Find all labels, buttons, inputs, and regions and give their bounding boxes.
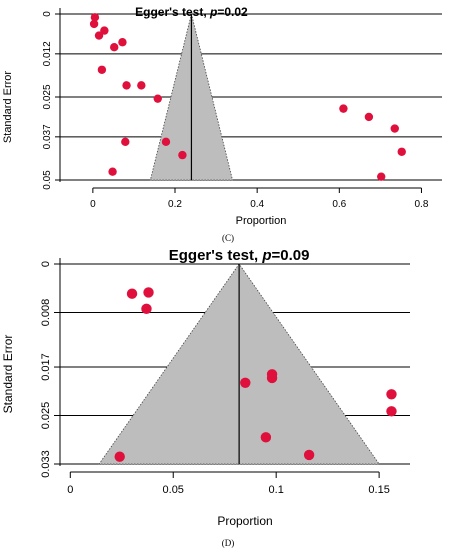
- study-point: [137, 81, 146, 90]
- y-tick-label: 0: [42, 11, 53, 17]
- x-tick-label: 0.2: [168, 199, 182, 210]
- x-tick-label: 0.4: [250, 199, 264, 210]
- study-point: [161, 137, 171, 147]
- x-axis-label: Proportion: [236, 215, 287, 227]
- chart-title: Egger's test, p=0.02: [135, 5, 248, 19]
- y-tick-label: 0.025: [42, 84, 53, 109]
- study-point: [364, 112, 374, 122]
- y-tick-label: 0.037: [42, 124, 53, 149]
- study-points: [114, 287, 397, 462]
- study-point: [121, 137, 130, 147]
- title-prefix: Egger's test,: [169, 247, 263, 264]
- y-axis: 0 0.008 0.017 0.025 0.033: [40, 261, 60, 478]
- study-point: [153, 94, 162, 103]
- x-tick-label: 0.8: [415, 199, 429, 210]
- study-point: [386, 406, 397, 417]
- study-point: [122, 81, 131, 90]
- x-axis: 0 0.05 0.1 0.15: [67, 471, 390, 496]
- study-point: [303, 449, 315, 461]
- y-tick-label: 0: [40, 261, 52, 267]
- y-tick-label: 0.05: [42, 170, 53, 190]
- funnel-plot-d: 0 0.05 0.1 0.15 0 0.008 0.017 0.025 0.033 Egger…: [1, 247, 410, 548]
- study-point: [339, 104, 348, 113]
- x-axis: 0 0.2 0.4 0.6 0.8: [90, 187, 429, 210]
- x-tick-label: 0: [90, 199, 96, 210]
- study-point: [397, 147, 406, 156]
- study-point: [108, 167, 117, 176]
- x-tick-label: 0.15: [368, 484, 389, 496]
- study-point: [240, 377, 251, 388]
- x-axis-label: Proportion: [217, 514, 272, 528]
- y-tick-label: 0.017: [40, 353, 52, 381]
- panel-label: (D): [222, 538, 235, 548]
- study-point: [100, 26, 109, 35]
- funnel-plot-c: 0 0.2 0.4 0.6 0.8 0 0.012 0.025 0.037 0.05 Egger…: [2, 5, 442, 243]
- y-axis-label: Standard Error: [2, 71, 14, 143]
- y-axis: 0 0.012 0.025 0.037 0.05: [42, 11, 60, 190]
- y-tick-label: 0.025: [40, 402, 52, 430]
- study-point: [143, 287, 154, 298]
- y-tick-label: 0.008: [40, 299, 52, 327]
- study-point: [377, 172, 386, 181]
- study-point: [94, 31, 104, 40]
- y-axis-label: Standard Error: [1, 335, 15, 414]
- panel-label: (C): [222, 233, 234, 243]
- study-point: [118, 38, 127, 47]
- study-point: [114, 451, 125, 462]
- title-value: =0.02: [217, 5, 248, 19]
- study-points: [89, 13, 406, 181]
- x-tick-label: 0.1: [269, 484, 284, 496]
- study-point: [97, 65, 107, 74]
- study-point: [126, 288, 138, 299]
- gridlines: [60, 13, 442, 181]
- study-point: [260, 432, 272, 443]
- title-value: =0.09: [272, 247, 310, 264]
- title-p: p: [209, 5, 217, 19]
- study-point: [89, 19, 99, 29]
- study-point: [266, 369, 278, 380]
- title-p: p: [261, 247, 271, 264]
- chart-title: Egger's test, p=0.09: [169, 247, 310, 264]
- x-tick-label: 0.6: [332, 199, 346, 210]
- study-point: [110, 43, 119, 52]
- study-point: [386, 389, 397, 400]
- x-tick-label: 0: [67, 484, 73, 496]
- x-tick-label: 0.05: [163, 484, 184, 496]
- study-point: [178, 150, 187, 160]
- y-tick-label: 0.012: [42, 41, 53, 66]
- y-tick-label: 0.033: [40, 450, 52, 478]
- study-point: [90, 13, 100, 22]
- study-point: [390, 124, 399, 133]
- study-point: [141, 303, 152, 315]
- title-prefix: Egger's test,: [135, 5, 210, 19]
